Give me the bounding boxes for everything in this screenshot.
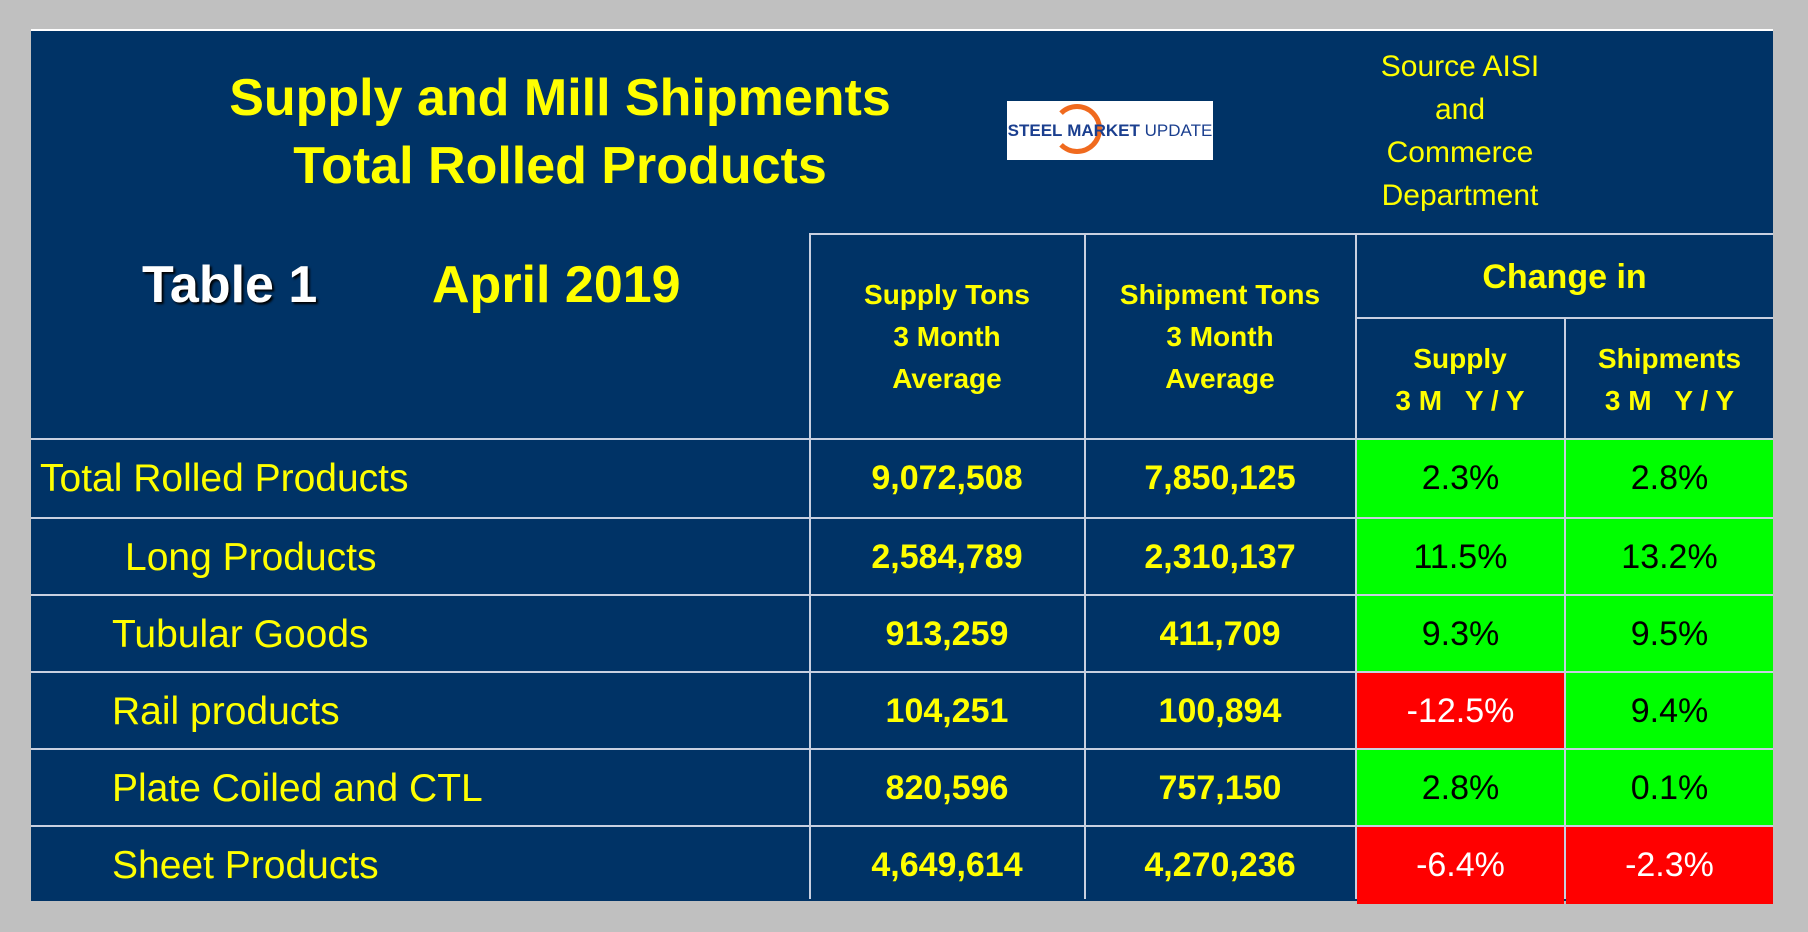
header-shipment-tons: Shipment Tons 3 Month Average (1119, 279, 1321, 394)
source-line: Source AISI (1380, 50, 1540, 83)
logo-word-3: UPDATE (1144, 120, 1213, 140)
row-label: Tubular Goods (112, 612, 369, 656)
title-line-1: Supply and Mill Shipments (229, 69, 891, 127)
supply-tons-cell: 9,072,508 (871, 459, 1023, 497)
supply-tons-cell: 820,596 (885, 769, 1009, 807)
supply-change-cell: 9.3% (1357, 596, 1564, 673)
steel-market-update-logo: STEEL MARKET UPDATE (1007, 101, 1213, 160)
shipment-tons-cell: 4,270,236 (1144, 846, 1296, 884)
shipment-tons-cell: 2,310,137 (1144, 538, 1296, 576)
shipments-change-cell: 0.1% (1566, 750, 1773, 827)
supply-change-cell: -6.4% (1357, 827, 1564, 904)
shipments-change-cell: 9.4% (1566, 673, 1773, 750)
period-label: April 2019 (432, 256, 681, 314)
supply-change-cell: -12.5% (1357, 673, 1564, 750)
supply-change-cell: 11.5% (1357, 519, 1564, 596)
source-note: Source AISI and Commerce Department (1340, 45, 1580, 217)
supply-tons-cell: 4,649,614 (871, 846, 1023, 884)
source-line: and (1434, 93, 1486, 126)
shipments-change-cell: -2.3% (1566, 827, 1773, 904)
header-change-shipments: Shipments 3 M Y / Y (1597, 343, 1742, 416)
row-label: Sheet Products (112, 843, 379, 887)
logo-arc-icon (1052, 104, 1102, 154)
supply-change-cell: 2.3% (1357, 440, 1564, 517)
shipments-change-cell: 9.5% (1566, 596, 1773, 673)
supply-tons-cell: 104,251 (885, 692, 1009, 730)
table-label: Table 1 (142, 256, 318, 314)
supply-tons-cell: 2,584,789 (871, 538, 1023, 576)
header-change-supply: Supply 3 M Y / Y (1395, 343, 1525, 416)
row-label: Long Products (125, 535, 377, 579)
supply-tons-cell: 913,259 (885, 615, 1009, 653)
row-label: Plate Coiled and CTL (112, 766, 483, 810)
header-change-in: Change in (1482, 258, 1647, 296)
header-supply-tons: Supply Tons 3 Month Average (864, 279, 1030, 394)
logo-word-2: MARKET (1067, 120, 1140, 140)
logo-word-1: STEEL (1007, 120, 1063, 140)
row-label: Rail products (112, 689, 340, 733)
title-line-2: Total Rolled Products (293, 137, 827, 195)
supply-change-cell: 2.8% (1357, 750, 1564, 827)
shipments-change-cell: 2.8% (1566, 440, 1773, 517)
source-line: Commerce (1386, 136, 1534, 169)
row-label: Total Rolled Products (40, 456, 409, 500)
shipments-change-cell: 13.2% (1566, 519, 1773, 596)
shipment-tons-cell: 100,894 (1158, 692, 1282, 730)
shipment-tons-cell: 7,850,125 (1144, 459, 1296, 497)
shipment-tons-cell: 757,150 (1158, 769, 1282, 807)
shipment-tons-cell: 411,709 (1159, 615, 1281, 653)
source-line: Department (1381, 179, 1539, 212)
